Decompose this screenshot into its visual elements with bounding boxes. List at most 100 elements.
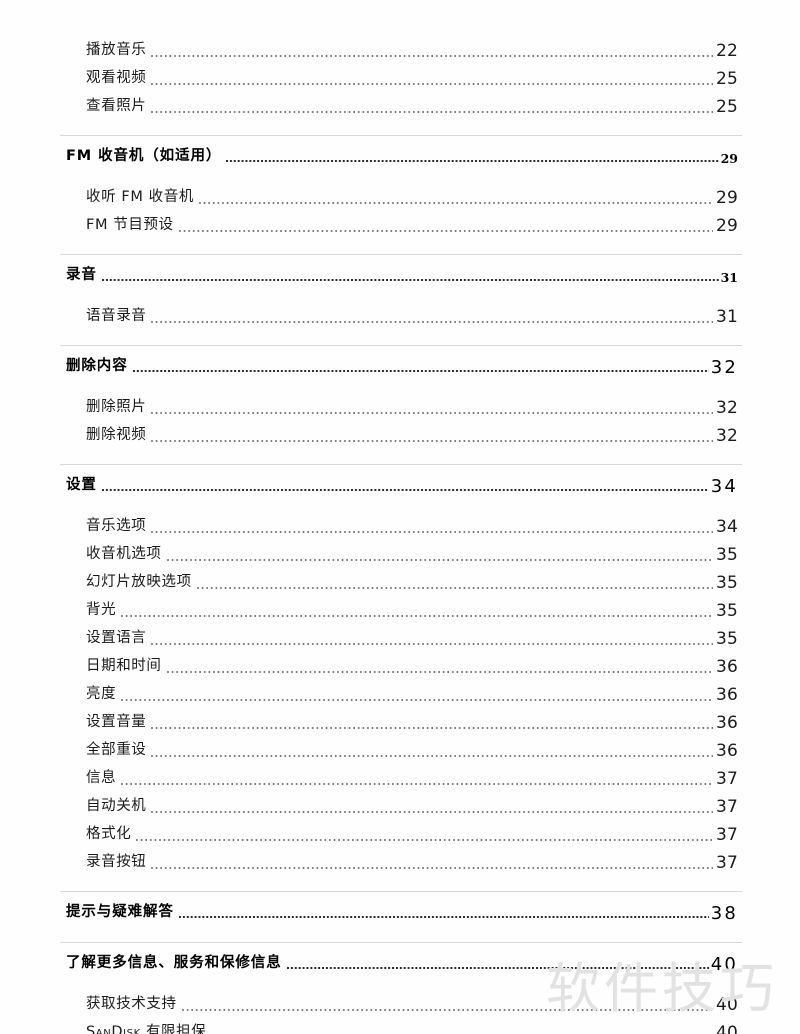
toc-section-row[interactable]: 录音 31 [0, 254, 800, 288]
toc-entry-row[interactable]: 格式化 37 [0, 818, 800, 846]
toc-entry-row[interactable]: 全部重设 36 [0, 734, 800, 762]
toc-entry-label: 背光 [86, 602, 117, 618]
dot-leader [178, 209, 713, 237]
toc-entry-row[interactable]: 录音按钮 37 [0, 846, 800, 874]
toc-entry-row[interactable]: 自动关机 37 [0, 790, 800, 818]
subsection-spacer [0, 976, 800, 988]
dot-leader [121, 678, 713, 706]
toc-entry-label: 录音按钮 [86, 854, 147, 870]
toc-entry-label: 亮度 [86, 686, 117, 702]
toc-entry-label: 自动关机 [86, 798, 147, 814]
toc-entry-row[interactable]: 删除照片 32 [0, 391, 800, 419]
toc-entry-label: 删除内容 [66, 358, 128, 374]
toc-entry-row[interactable]: 观看视频 25 [0, 62, 800, 90]
toc-entry-label: 删除照片 [86, 399, 147, 415]
toc-entry-label: FM 收音机（如适用） [66, 148, 222, 164]
toc-entry-label: SanDisk 有限担保 [86, 1024, 207, 1034]
toc-entry-label: 设置音量 [86, 714, 147, 730]
toc-entry-label: 幻灯片放映选项 [86, 574, 192, 590]
toc-entry-row[interactable]: 亮度 36 [0, 678, 800, 706]
toc-entry-label: FM 节目预设 [86, 217, 174, 233]
dot-leader [132, 345, 709, 379]
toc-entry-row[interactable]: 获取技术支持 40 [0, 988, 800, 1016]
toc-entry-label: 了解更多信息、服务和保修信息 [66, 955, 282, 971]
subsection-spacer [0, 288, 800, 300]
dot-leader [151, 62, 713, 90]
toc-entry-row[interactable]: 背光 35 [0, 594, 800, 622]
toc-page-number: 34 [715, 517, 738, 537]
dot-leader [286, 942, 709, 976]
dot-leader [196, 566, 713, 594]
toc-section-row[interactable]: 提示与疑难解答 38 [0, 891, 800, 925]
toc-entry-row[interactable]: 语音录音 31 [0, 300, 800, 328]
toc-entry-row[interactable]: 播放音乐 22 [0, 34, 800, 62]
toc-page-number: 35 [715, 629, 738, 649]
dot-leader [211, 1016, 713, 1034]
toc-section-row[interactable]: 删除内容 32 [0, 345, 800, 379]
toc-entry-row[interactable]: FM 节目预设 29 [0, 209, 800, 237]
dot-leader [121, 594, 713, 622]
subsection-spacer [0, 169, 800, 181]
toc-entry-label: 观看视频 [86, 70, 147, 86]
toc-page-number: 35 [715, 545, 738, 565]
dot-leader [151, 706, 713, 734]
toc-page-number: 36 [715, 685, 738, 705]
toc-entry-row[interactable]: 幻灯片放映选项 35 [0, 566, 800, 594]
toc-page-number: 36 [715, 741, 738, 761]
toc-page-number: 38 [710, 903, 738, 924]
toc-page-number: 37 [715, 825, 738, 845]
toc-entry-row[interactable]: 收听 FM 收音机 29 [0, 181, 800, 209]
section-spacer [0, 237, 800, 254]
dot-leader [198, 181, 713, 209]
toc-page-number: 25 [715, 97, 738, 117]
toc-page-number: 37 [715, 797, 738, 817]
toc-entry-label: 格式化 [86, 826, 132, 842]
toc-entry-row[interactable]: 删除视频 32 [0, 419, 800, 447]
toc-entry-row[interactable]: 设置语言 35 [0, 622, 800, 650]
toc-page-number: 34 [710, 476, 738, 497]
toc-page-number: 35 [715, 601, 738, 621]
toc-section-row[interactable]: 了解更多信息、服务和保修信息 40 [0, 942, 800, 976]
dot-leader [151, 790, 713, 818]
toc-entry-row[interactable]: 日期和时间 36 [0, 650, 800, 678]
toc-entry-label: 信息 [86, 770, 117, 786]
toc-page-number: 32 [715, 426, 738, 446]
toc-section-row[interactable]: FM 收音机（如适用） 29 [0, 135, 800, 169]
toc-page-number: 35 [715, 573, 738, 593]
dot-leader [178, 891, 709, 925]
dot-leader [166, 538, 713, 566]
dot-leader [226, 135, 719, 169]
dot-leader [151, 300, 713, 328]
dot-leader [136, 818, 713, 846]
toc-entry-label: 设置语言 [86, 630, 147, 646]
section-spacer [0, 874, 800, 891]
toc-entry-row[interactable]: SanDisk 有限担保 40 [0, 1016, 800, 1034]
dot-leader [151, 90, 713, 118]
toc-entry-row[interactable]: 设置音量 36 [0, 706, 800, 734]
toc-entry-label: 语音录音 [86, 308, 147, 324]
dot-leader [181, 988, 713, 1016]
dot-leader [101, 464, 709, 498]
toc-entry-row[interactable]: 信息 37 [0, 762, 800, 790]
toc-entry-row[interactable]: 收音机选项 35 [0, 538, 800, 566]
toc-page-number: 40 [715, 995, 738, 1015]
toc-entry-row[interactable]: 音乐选项 34 [0, 510, 800, 538]
toc-page-number: 36 [715, 657, 738, 677]
section-spacer [0, 118, 800, 135]
toc-page-number: 22 [715, 41, 738, 61]
toc-entry-label: 全部重设 [86, 742, 147, 758]
toc-section-row[interactable]: 设置 34 [0, 464, 800, 498]
dot-leader [151, 34, 713, 62]
subsection-spacer [0, 498, 800, 510]
toc-entry-label: 删除视频 [86, 427, 147, 443]
toc-page-number: 36 [715, 713, 738, 733]
toc-entry-label: 获取技术支持 [86, 996, 177, 1012]
toc-page-number: 32 [710, 357, 738, 378]
toc-page-number: 37 [715, 853, 738, 873]
dot-leader [151, 391, 713, 419]
toc-entry-label: 查看照片 [86, 98, 147, 114]
toc-page-number: 29 [720, 151, 738, 166]
dot-leader [166, 650, 713, 678]
dot-leader [151, 622, 713, 650]
toc-entry-row[interactable]: 查看照片 25 [0, 90, 800, 118]
